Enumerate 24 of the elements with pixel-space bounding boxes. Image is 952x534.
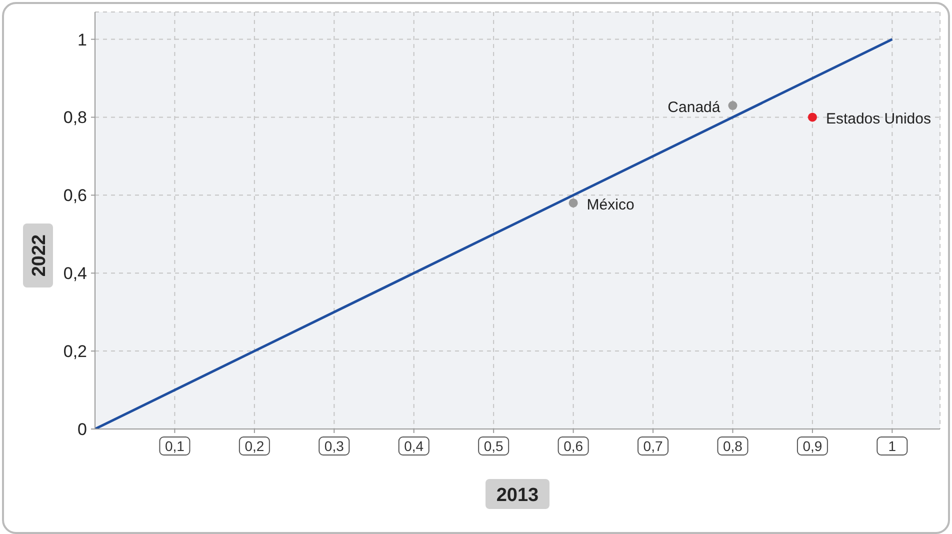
x-tick-label: 0,1: [164, 438, 185, 454]
x-tick-label: 0,3: [324, 438, 344, 454]
point: [808, 112, 817, 122]
x-axis-title: 2013: [496, 485, 539, 506]
series-label: Estados Unidos: [826, 110, 931, 128]
x-tick-label: 0,5: [484, 438, 504, 454]
y-tick-label: 0,2: [63, 342, 87, 362]
x-tick-label: 1: [888, 438, 896, 454]
y-axis-title: 2022: [29, 234, 50, 277]
y-tick-label: 0,4: [63, 264, 87, 284]
point: [728, 101, 738, 110]
series-label: Canadá: [668, 99, 721, 116]
x-tick-label: 0,2: [244, 438, 264, 454]
x-tick-label: 0,6: [564, 438, 584, 454]
x-tick-label: 0,7: [643, 438, 663, 454]
y-tick-label: 1: [78, 30, 87, 50]
x-tick-label: 0,4: [404, 438, 424, 454]
y-tick-label: 0,8: [63, 108, 87, 128]
series-label: México: [586, 196, 634, 214]
y-tick-label: 0: [78, 420, 87, 439]
x-tick-label: 0,9: [802, 438, 822, 454]
point: [568, 198, 578, 208]
y-tick-label: 0,6: [63, 186, 87, 206]
x-tick-label: 0,8: [723, 438, 743, 454]
